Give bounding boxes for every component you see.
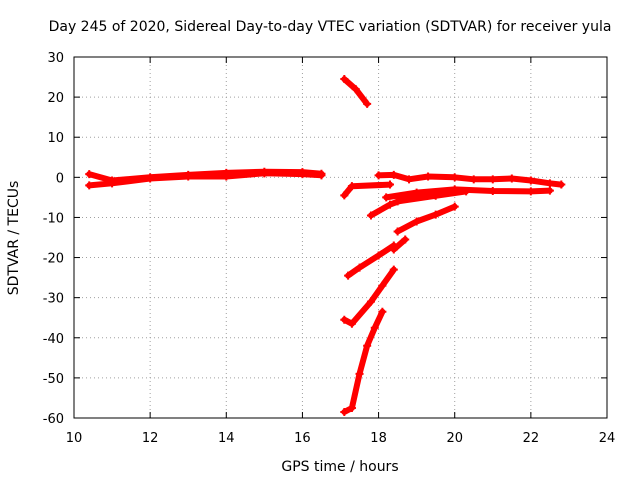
data-point-marker xyxy=(450,173,459,182)
series-arc-9 xyxy=(345,242,397,279)
data-point-marker xyxy=(405,175,414,184)
data-point-marker xyxy=(108,176,117,185)
data-point-marker xyxy=(340,75,349,84)
x-tick-label: 12 xyxy=(142,431,159,446)
data-point-marker xyxy=(85,181,94,190)
data-point-marker xyxy=(389,265,398,274)
data-series xyxy=(85,75,566,416)
data-point-marker xyxy=(366,211,375,220)
data-point-marker xyxy=(557,180,566,189)
data-point-marker xyxy=(374,171,383,180)
x-tick-label: 20 xyxy=(446,431,463,446)
y-axis-label: SDTVAR / TECUs xyxy=(6,181,22,296)
y-tick-label: -10 xyxy=(43,211,64,226)
data-point-marker xyxy=(389,170,398,179)
data-point-marker xyxy=(431,210,440,219)
y-tick-label: 10 xyxy=(47,131,64,146)
axes: 10 12 14 16 18 20 22 24 -60 -50 -40 -30 -20 -10 0 10 20 3… xyxy=(43,51,616,446)
grid xyxy=(74,57,607,418)
data-point-marker xyxy=(355,369,364,378)
data-point-marker xyxy=(385,200,394,209)
data-point-marker xyxy=(378,307,387,316)
data-point-marker xyxy=(401,235,410,244)
data-point-marker xyxy=(507,174,516,183)
series-arc-11 xyxy=(341,266,397,327)
data-point-marker xyxy=(420,191,429,200)
x-tick-label: 24 xyxy=(599,431,616,446)
data-point-marker xyxy=(146,173,155,182)
data-point-marker xyxy=(450,202,459,211)
x-tick-label: 22 xyxy=(523,431,540,446)
data-point-marker xyxy=(85,170,94,179)
series-arc-1-upper xyxy=(86,168,325,184)
series-arc-10 xyxy=(390,236,409,253)
series-arc-8 xyxy=(394,203,458,235)
data-point-marker xyxy=(351,85,360,94)
data-point-marker xyxy=(488,186,497,195)
data-point-marker xyxy=(340,407,349,416)
plot-frame xyxy=(73,56,608,419)
data-point-marker xyxy=(260,167,269,176)
data-point-marker xyxy=(340,315,349,324)
y-tick-label: -40 xyxy=(43,332,64,347)
x-tick-label: 16 xyxy=(294,431,311,446)
data-point-marker xyxy=(431,191,440,200)
x-tick-label: 18 xyxy=(370,431,387,446)
data-point-marker xyxy=(385,180,394,189)
series-arc-7 xyxy=(368,192,428,219)
data-point-marker xyxy=(298,168,307,177)
data-point-marker xyxy=(412,217,421,226)
data-point-marker xyxy=(405,193,414,202)
data-point-marker xyxy=(462,187,471,196)
y-tick-label: 0 xyxy=(56,171,64,186)
data-point-marker xyxy=(363,341,372,350)
y-tick-label: -30 xyxy=(43,292,64,307)
data-point-marker xyxy=(347,403,356,412)
x-tick-label: 14 xyxy=(218,431,235,446)
data-point-marker xyxy=(366,297,375,306)
data-point-marker xyxy=(526,176,535,185)
x-axis-label: GPS time / hours xyxy=(281,459,398,475)
data-point-marker xyxy=(469,175,478,184)
y-tick-label: -50 xyxy=(43,372,64,387)
data-point-marker xyxy=(545,186,554,195)
data-point-marker xyxy=(347,182,356,191)
data-point-marker xyxy=(317,169,326,178)
data-point-marker xyxy=(526,187,535,196)
data-point-marker xyxy=(347,319,356,328)
data-point-marker xyxy=(382,193,391,202)
data-point-marker xyxy=(222,168,231,177)
data-point-marker xyxy=(374,251,383,260)
data-point-marker xyxy=(363,99,372,108)
x-tick-label: 10 xyxy=(66,431,83,446)
series-arc-12 xyxy=(341,308,386,415)
y-tick-label: 30 xyxy=(47,51,64,66)
data-point-marker xyxy=(344,271,353,280)
data-point-marker xyxy=(424,172,433,181)
y-tick-label: -60 xyxy=(43,412,64,427)
data-point-marker xyxy=(389,245,398,254)
data-point-marker xyxy=(545,179,554,188)
y-tick-label: 20 xyxy=(47,91,64,106)
data-point-marker xyxy=(393,227,402,236)
y-tick-label: -20 xyxy=(43,252,64,267)
chart-title: Day 245 of 2020, Sidereal Day-to-day VTE… xyxy=(49,19,612,35)
data-point-marker xyxy=(488,175,497,184)
data-point-marker xyxy=(184,170,193,179)
data-point-marker xyxy=(378,281,387,290)
data-point-marker xyxy=(340,191,349,200)
data-point-marker xyxy=(355,263,364,272)
data-point-marker xyxy=(370,323,379,332)
